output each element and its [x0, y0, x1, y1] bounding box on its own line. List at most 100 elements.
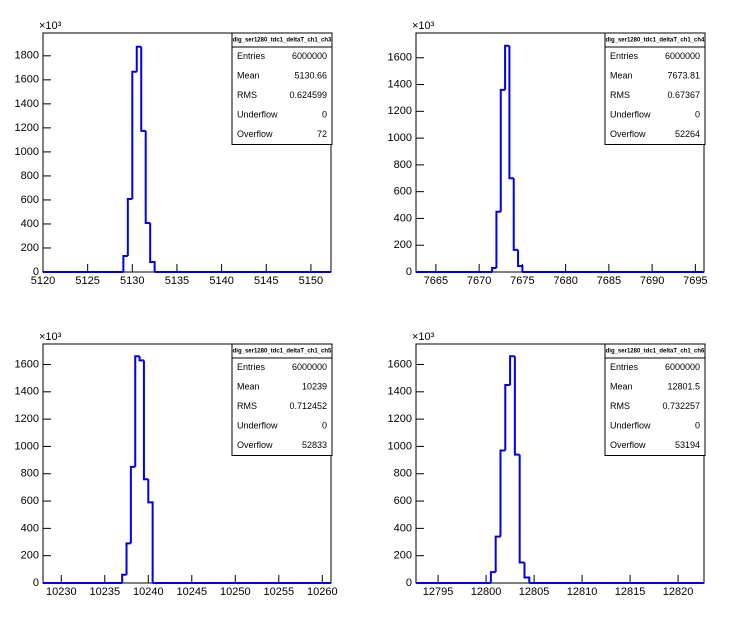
- histogram-bin: [126, 197, 133, 257]
- stats-box: [604, 32, 706, 145]
- x-tick-label: 5140: [209, 275, 233, 287]
- y-tick-label: 400: [394, 212, 412, 224]
- stats-label: Underflow: [610, 110, 651, 120]
- histogram-bin: [499, 449, 506, 537]
- y-tick-label: 800: [394, 159, 412, 171]
- y-tick-label: 1400: [388, 386, 412, 398]
- stats-value: 5130.66: [294, 71, 327, 81]
- y-tick-label: 200: [21, 242, 39, 254]
- stats-label: RMS: [237, 90, 257, 100]
- histogram-bin: [523, 562, 531, 583]
- histogram-bin: [129, 465, 136, 544]
- histogram-bin: [494, 535, 501, 573]
- y-exponent-label: ×10³: [412, 20, 435, 32]
- x-tick-label: 5150: [299, 275, 323, 287]
- stats-value: 10239: [302, 382, 327, 392]
- histogram-bin: [504, 44, 510, 90]
- panel: 0 200 400 600 800 1000 1200 1400 1600 10230 10235 1…: [15, 331, 338, 598]
- x-tick-label: 10245: [176, 586, 207, 598]
- stats-value: 6000000: [292, 51, 327, 61]
- y-tick-label: 800: [21, 468, 39, 480]
- stats-label: RMS: [237, 401, 257, 411]
- y-tick-label: 1000: [15, 146, 39, 158]
- stats-value: 52264: [675, 129, 700, 139]
- stats-value: 0: [322, 421, 327, 431]
- y-tick-label: 1200: [15, 413, 39, 425]
- y-tick-label: 0: [406, 266, 412, 278]
- stats-label: Entries: [237, 362, 266, 372]
- y-tick-label: 1800: [15, 50, 39, 62]
- histogram-bin: [121, 573, 127, 583]
- x-tick-label: 10260: [307, 586, 338, 598]
- stats-label: Underflow: [237, 421, 278, 431]
- y-tick-label: 400: [394, 522, 412, 534]
- y-tick-label: 1400: [15, 98, 39, 110]
- y-tick-label: 0: [33, 577, 39, 589]
- y-tick-label: 200: [394, 550, 412, 562]
- y-tick-label: 400: [21, 522, 39, 534]
- y-tick-label: 1000: [15, 440, 39, 452]
- stats-label: Mean: [237, 382, 260, 392]
- histogram-bin: [495, 210, 501, 268]
- histogram-bin: [517, 249, 524, 272]
- stats-value: 0.712452: [289, 401, 327, 411]
- histogram-bin: [122, 255, 128, 272]
- stats-label: Entries: [237, 51, 266, 61]
- stats-label: Entries: [610, 51, 639, 61]
- y-tick-label: 1200: [388, 413, 412, 425]
- stats-box: [231, 32, 333, 145]
- histogram-bin: [144, 130, 151, 224]
- x-tick-label: 7675: [510, 275, 534, 287]
- x-tick-label: 7685: [597, 275, 621, 287]
- stats-box: [604, 343, 706, 456]
- y-exponent-label: ×10³: [39, 20, 62, 32]
- y-tick-label: 600: [21, 495, 39, 507]
- stats-value: 72: [317, 129, 327, 139]
- x-tick-label: 7670: [467, 275, 491, 287]
- y-tick-label: 1400: [15, 386, 39, 398]
- histogram-bin: [140, 46, 146, 132]
- stats-value: 53194: [675, 440, 700, 450]
- stats-label: Underflow: [237, 110, 278, 120]
- x-tick-label: 5125: [75, 275, 99, 287]
- y-tick-label: 1600: [15, 74, 39, 86]
- histogram-bin: [147, 479, 154, 583]
- stats-value: 0.67367: [667, 90, 700, 100]
- stats-label: Overflow: [237, 129, 273, 139]
- x-tick-label: 7665: [424, 275, 448, 287]
- stats-box: [231, 343, 333, 456]
- stats-value: 0.624599: [289, 90, 327, 100]
- stats-label: Mean: [610, 71, 633, 81]
- stats-value: 0.732257: [662, 401, 700, 411]
- stats-label: Mean: [610, 382, 633, 392]
- histogram-bin: [134, 355, 140, 467]
- histogram-bin: [518, 454, 525, 564]
- stats-label: Entries: [610, 362, 639, 372]
- histogram-bin: [512, 178, 519, 251]
- x-tick-label: 10240: [133, 586, 164, 598]
- stats-value: 12801.5: [667, 382, 700, 392]
- stats-label: Underflow: [610, 421, 651, 431]
- x-tick-label: 10255: [263, 586, 294, 598]
- x-tick-label: 10230: [46, 586, 77, 598]
- stats-title: dig_ser1280_tdc1_deltaT_ch1_ch3: [233, 38, 332, 44]
- stats-value: 0: [322, 110, 327, 120]
- stats-value: 6000000: [665, 51, 700, 61]
- y-tick-label: 600: [21, 194, 39, 206]
- stats-label: RMS: [610, 90, 630, 100]
- y-tick-label: 600: [394, 186, 412, 198]
- stats-value: 6000000: [292, 362, 327, 372]
- histogram-bin: [499, 88, 506, 212]
- stats-label: Overflow: [610, 440, 646, 450]
- x-tick-label: 7690: [640, 275, 664, 287]
- x-tick-label: 7680: [553, 275, 577, 287]
- histogram-bin: [125, 542, 131, 575]
- stats-value: 0: [695, 421, 700, 431]
- x-tick-label: 5135: [165, 275, 189, 287]
- y-tick-label: 1400: [388, 78, 412, 90]
- y-tick-label: 800: [394, 468, 412, 480]
- stats-value: 0: [695, 110, 700, 120]
- histogram-bin: [131, 70, 137, 199]
- x-tick-label: 12810: [567, 586, 598, 598]
- y-tick-label: 1200: [15, 122, 39, 134]
